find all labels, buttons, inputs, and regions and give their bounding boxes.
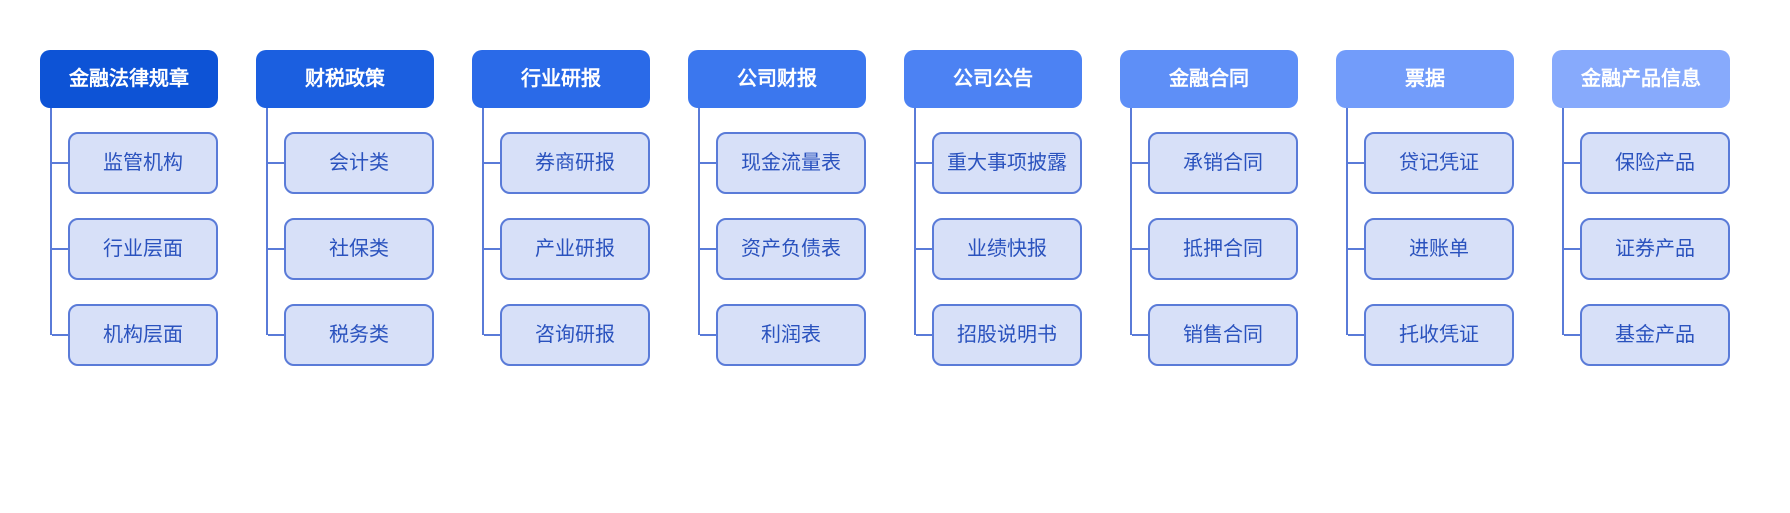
connector-vertical: [1346, 108, 1348, 335]
category-child: 进账单: [1364, 218, 1514, 280]
category-child: 业绩快报: [932, 218, 1082, 280]
category-child: 券商研报: [500, 132, 650, 194]
connector-vertical: [50, 108, 52, 335]
category-column: 金融产品信息保险产品证券产品基金产品: [1552, 50, 1730, 366]
category-header: 公司财报: [688, 50, 866, 108]
category-header: 金融产品信息: [1552, 50, 1730, 108]
category-child: 会计类: [284, 132, 434, 194]
category-child: 承销合同: [1148, 132, 1298, 194]
category-column: 公司公告重大事项披露业绩快报招股说明书: [904, 50, 1082, 366]
category-children: 重大事项披露业绩快报招股说明书: [904, 132, 1082, 366]
category-child: 社保类: [284, 218, 434, 280]
category-child: 资产负债表: [716, 218, 866, 280]
category-column: 金融合同承销合同抵押合同销售合同: [1120, 50, 1298, 366]
category-column: 金融法律规章监管机构行业层面机构层面: [40, 50, 218, 366]
category-child: 行业层面: [68, 218, 218, 280]
category-children: 保险产品证券产品基金产品: [1552, 132, 1730, 366]
category-children: 会计类社保类税务类: [256, 132, 434, 366]
connector-vertical: [266, 108, 268, 335]
category-child: 重大事项披露: [932, 132, 1082, 194]
category-children: 现金流量表资产负债表利润表: [688, 132, 866, 366]
category-child: 销售合同: [1148, 304, 1298, 366]
category-child: 招股说明书: [932, 304, 1082, 366]
category-child: 贷记凭证: [1364, 132, 1514, 194]
category-children: 承销合同抵押合同销售合同: [1120, 132, 1298, 366]
connector-vertical: [914, 108, 916, 335]
category-column: 票据贷记凭证进账单托收凭证: [1336, 50, 1514, 366]
category-children: 监管机构行业层面机构层面: [40, 132, 218, 366]
category-column: 行业研报券商研报产业研报咨询研报: [472, 50, 650, 366]
category-header: 行业研报: [472, 50, 650, 108]
category-child: 证券产品: [1580, 218, 1730, 280]
connector-vertical: [482, 108, 484, 335]
category-child: 监管机构: [68, 132, 218, 194]
connector-vertical: [698, 108, 700, 335]
connector-vertical: [1562, 108, 1564, 335]
category-children: 贷记凭证进账单托收凭证: [1336, 132, 1514, 366]
category-child: 基金产品: [1580, 304, 1730, 366]
category-child: 保险产品: [1580, 132, 1730, 194]
category-header: 金融法律规章: [40, 50, 218, 108]
connector-vertical: [1130, 108, 1132, 335]
category-column: 公司财报现金流量表资产负债表利润表: [688, 50, 866, 366]
category-child: 税务类: [284, 304, 434, 366]
category-child: 产业研报: [500, 218, 650, 280]
category-child: 抵押合同: [1148, 218, 1298, 280]
category-child: 利润表: [716, 304, 866, 366]
category-children: 券商研报产业研报咨询研报: [472, 132, 650, 366]
category-header: 公司公告: [904, 50, 1082, 108]
category-child: 咨询研报: [500, 304, 650, 366]
category-child: 现金流量表: [716, 132, 866, 194]
category-tree-diagram: 金融法律规章监管机构行业层面机构层面财税政策会计类社保类税务类行业研报券商研报产…: [40, 50, 1750, 366]
category-header: 财税政策: [256, 50, 434, 108]
category-header: 票据: [1336, 50, 1514, 108]
category-column: 财税政策会计类社保类税务类: [256, 50, 434, 366]
category-child: 托收凭证: [1364, 304, 1514, 366]
category-header: 金融合同: [1120, 50, 1298, 108]
category-child: 机构层面: [68, 304, 218, 366]
